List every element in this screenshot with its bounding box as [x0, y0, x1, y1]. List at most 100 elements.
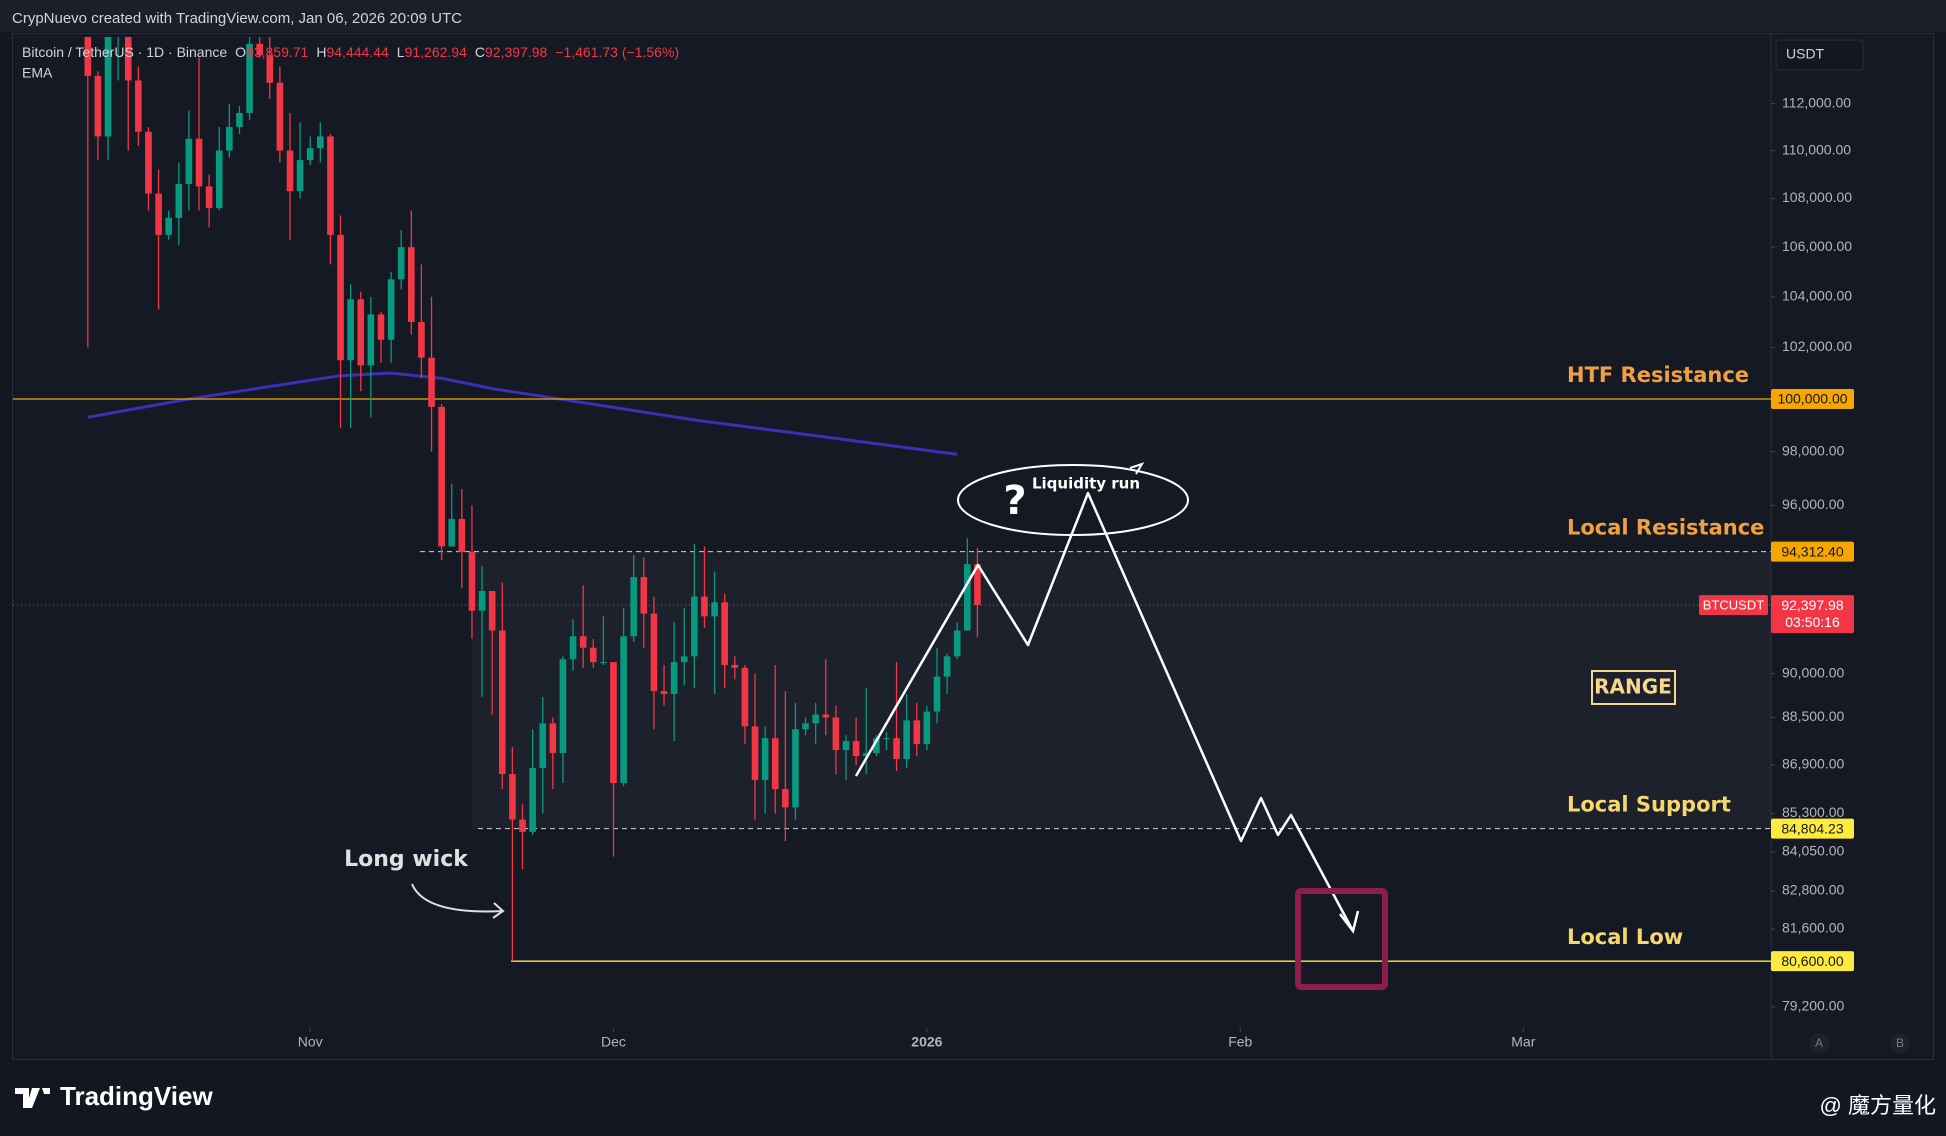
projection-path	[854, 491, 1355, 932]
candle-body	[488, 590, 496, 631]
y-tick-label: 86,900.00	[1782, 756, 1844, 772]
candle-body	[933, 676, 941, 712]
candle-body	[893, 738, 900, 760]
y-tick-label: 79,200.00	[1782, 998, 1844, 1014]
price-tag-label: 92,397.98	[1781, 597, 1843, 613]
candle-body	[276, 82, 284, 151]
candle-body	[792, 729, 799, 808]
wick-label: Long wick	[344, 847, 469, 872]
candle-body	[185, 138, 193, 184]
candle-body	[377, 314, 385, 340]
candle-body	[670, 662, 678, 695]
header-text: CrypNuevo created with TradingView.com, …	[12, 10, 462, 27]
candle-body	[782, 789, 789, 808]
candle-body	[721, 602, 728, 665]
candle-body	[620, 636, 627, 784]
candle-body	[660, 691, 668, 695]
candle-body	[458, 519, 466, 552]
y-tick-label: 82,800.00	[1782, 882, 1844, 898]
candle-body	[964, 564, 971, 631]
range-zone	[472, 552, 1771, 829]
y-tick-label: 88,500.00	[1782, 708, 1844, 724]
auto-button[interactable]	[1809, 1033, 1829, 1053]
candle-body	[448, 519, 456, 547]
candle-body	[367, 314, 375, 366]
x-tick-label: Feb	[1228, 1034, 1252, 1050]
ohlc-value: 92,397.98	[485, 44, 547, 60]
level-name: Local Support	[1567, 793, 1731, 817]
candle-body	[124, 37, 132, 81]
level-tag-label: 100,000.00	[1777, 391, 1847, 407]
x-tick-label: Mar	[1511, 1034, 1535, 1050]
candle-body	[357, 299, 365, 366]
candle-body	[175, 183, 183, 218]
candle-body	[953, 630, 961, 657]
candle-body	[610, 662, 617, 784]
ohlc-value: 91,262.94	[405, 44, 467, 60]
candle-body	[327, 136, 334, 235]
candle-body	[761, 738, 769, 781]
candle-body	[862, 753, 870, 757]
candle-body	[529, 768, 536, 832]
candle-body	[539, 723, 547, 769]
candle-body	[296, 160, 304, 192]
plot-area	[13, 37, 1771, 962]
question-mark: ?	[1003, 478, 1026, 524]
level-name: HTF Resistance	[1567, 363, 1749, 387]
change: −1,461.73 (−1.56%)	[555, 44, 679, 60]
currency-label[interactable]: USDT	[1786, 46, 1825, 62]
candle-body	[418, 321, 425, 358]
log-label[interactable]: B	[1896, 1036, 1904, 1050]
candle-body	[711, 602, 718, 617]
candle-body	[246, 43, 253, 113]
candle-body	[155, 193, 162, 235]
candle-body	[640, 576, 648, 614]
candle-body	[256, 43, 263, 56]
x-tick-label: Nov	[298, 1034, 323, 1050]
x-tick-label: 2026	[911, 1034, 942, 1050]
level-tag	[1771, 951, 1854, 972]
candle-body	[408, 247, 415, 322]
candle-body	[822, 714, 830, 718]
ellipse-arrow	[1129, 462, 1145, 475]
candle-body	[883, 738, 890, 740]
candle-body	[943, 656, 951, 677]
brand: TradingView	[60, 1081, 213, 1111]
candle-body	[701, 596, 708, 617]
ohlc-key: H	[316, 44, 326, 60]
target-box	[1295, 888, 1388, 990]
candle-body	[347, 299, 354, 361]
candle-body	[741, 667, 749, 727]
ema-legend: EMA	[22, 65, 53, 81]
candle-body	[195, 138, 203, 187]
level-name: Local Resistance	[1567, 516, 1764, 540]
candle-body	[266, 55, 274, 83]
candle-body	[600, 662, 607, 664]
candle-body	[104, 37, 112, 137]
candle-body	[974, 564, 981, 606]
ohlc-value: 93,859.71	[246, 44, 308, 60]
liquidity-ellipse	[957, 464, 1189, 536]
currency-button[interactable]	[1775, 39, 1864, 71]
candle-body	[84, 37, 92, 76]
y-tick-label: 96,000.00	[1782, 496, 1844, 512]
candle-body	[509, 774, 516, 820]
log-button[interactable]	[1890, 1033, 1910, 1053]
candle-body	[397, 247, 405, 280]
candle-body	[306, 148, 314, 161]
candle-body	[873, 738, 880, 754]
candle-body	[94, 75, 102, 137]
candle-body	[468, 552, 476, 611]
candle-body	[387, 279, 395, 340]
legend: Bitcoin / TetherUS · 1D · Binance O93,859…	[22, 44, 679, 60]
candle-body	[317, 136, 324, 149]
level-tag	[1771, 389, 1854, 410]
auto-label[interactable]: A	[1815, 1036, 1823, 1050]
candle-body	[569, 636, 577, 660]
y-tick-label: 90,000.00	[1782, 664, 1844, 680]
candle-body	[205, 186, 213, 209]
candle-body	[771, 738, 779, 790]
candle-body	[802, 723, 809, 730]
y-tick-label: 112,000.00	[1782, 94, 1851, 110]
